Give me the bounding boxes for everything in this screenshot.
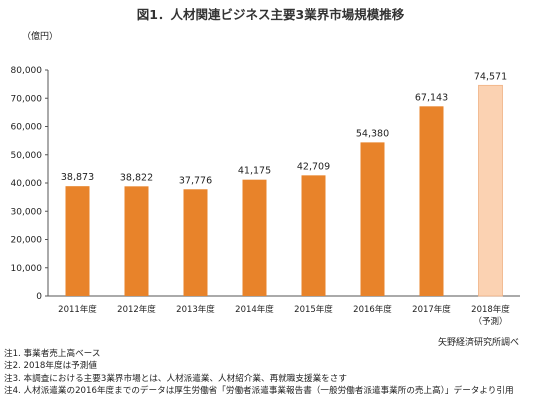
bar bbox=[124, 186, 149, 296]
x-category-label: 2017年度 bbox=[412, 304, 451, 315]
x-category-label: 2016年度 bbox=[353, 304, 392, 315]
bar bbox=[183, 189, 208, 296]
bar-chart: （億円） 0 10,000 20,000 30,000 40,000 50,000 60,0… bbox=[11, 30, 520, 327]
bars bbox=[65, 84, 503, 297]
x-category-sublabel: （予測） bbox=[473, 316, 507, 327]
x-category-label: 2011年度 bbox=[58, 304, 97, 315]
bar bbox=[242, 179, 267, 296]
y-tick-label: 80,000 bbox=[11, 66, 43, 76]
source-credit: 矢野経済研究所調べ bbox=[437, 338, 519, 348]
note-line: 注2. 2018年度は予測値 bbox=[4, 361, 97, 372]
bar bbox=[301, 175, 326, 296]
bar-value-label: 37,776 bbox=[179, 175, 212, 186]
x-category-label: 2018年度 bbox=[471, 304, 510, 315]
x-category-label: 2012年度 bbox=[117, 304, 156, 315]
y-tick-label: 20,000 bbox=[11, 236, 43, 246]
x-category-label: 2014年度 bbox=[235, 304, 274, 315]
y-tick-label: 50,000 bbox=[11, 151, 43, 161]
bar bbox=[419, 106, 444, 297]
x-category-label: 2013年度 bbox=[176, 304, 215, 315]
bar-value-label: 42,709 bbox=[297, 161, 330, 172]
y-tick-label: 0 bbox=[36, 292, 42, 302]
y-axis-ticks: 0 10,000 20,000 30,000 40,000 50,000 60,000 70,… bbox=[11, 66, 48, 302]
y-tick-label: 60,000 bbox=[11, 123, 43, 133]
bar-value-label: 67,143 bbox=[415, 92, 448, 103]
bar-value-label: 54,380 bbox=[356, 128, 389, 139]
y-tick-label: 30,000 bbox=[11, 207, 43, 217]
notes: 注1. 事業者売上高ベース 注2. 2018年度は予測値 注3. 本調査における主要… bbox=[4, 348, 514, 398]
axes bbox=[47, 70, 520, 297]
bar bbox=[360, 142, 385, 296]
y-axis-unit: （億円） bbox=[22, 30, 58, 42]
y-tick-label: 10,000 bbox=[11, 264, 43, 274]
value-labels: 38,873 38,822 37,776 41,175 42,709 54,380 67,1… bbox=[61, 71, 507, 186]
y-tick-label: 70,000 bbox=[11, 94, 43, 104]
x-category-label: 2015年度 bbox=[294, 304, 333, 315]
x-axis-labels: 2011年度 2012年度 2013年度 2014年度 2015年度 2016年度 2017… bbox=[58, 304, 510, 327]
bar-value-label: 38,822 bbox=[120, 172, 153, 183]
chart-title: 図1．人材関連ビジネス主要3業界市場規模推移 bbox=[136, 7, 405, 22]
note-line: 注1. 事業者売上高ベース bbox=[4, 349, 101, 359]
bar-value-label: 74,571 bbox=[474, 71, 507, 82]
y-tick-label: 40,000 bbox=[11, 179, 43, 189]
bar-value-label: 41,175 bbox=[238, 166, 271, 177]
bar bbox=[65, 186, 90, 296]
note-line: 注3. 本調査における主要3業界市場とは、人材派遣業、人材紹介業、再就職支援業を… bbox=[4, 373, 347, 384]
note-line: 注4. 人材派遣業の2016年度までのデータは厚生労働省「労働者派遣事業報告書（… bbox=[4, 386, 514, 397]
bar-value-label: 38,873 bbox=[61, 172, 94, 183]
bar-forecast bbox=[478, 84, 503, 297]
